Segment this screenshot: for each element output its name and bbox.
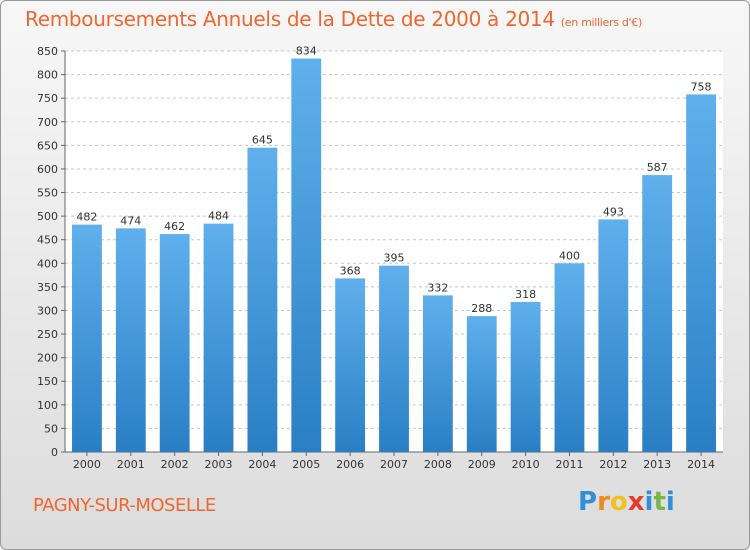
x-tick-label: 2009 (468, 458, 496, 471)
x-tick-label: 2008 (424, 458, 452, 471)
x-tick-label: 2013 (643, 458, 671, 471)
proxiti-logo: Proxiti (578, 487, 675, 517)
y-tick-label: 600 (37, 163, 58, 176)
x-tick-label: 2004 (248, 458, 276, 471)
y-tick-label: 750 (37, 92, 58, 105)
data-label: 318 (515, 288, 536, 301)
x-tick-label: 2010 (512, 458, 540, 471)
data-label: 332 (427, 281, 448, 294)
logo-letter: P (578, 487, 598, 517)
x-tick-label: 2001 (117, 458, 145, 471)
bar (422, 295, 453, 452)
bar (203, 223, 234, 452)
x-tick-label: 2005 (292, 458, 320, 471)
logo-letter: t (653, 487, 666, 517)
logo-letter: r (597, 487, 610, 517)
y-tick-label: 50 (44, 422, 58, 435)
chart-title: Remboursements Annuels de la Dette de 20… (25, 7, 642, 31)
data-label: 482 (76, 211, 97, 224)
y-tick-label: 250 (37, 328, 58, 341)
data-label: 645 (252, 134, 273, 147)
data-label: 484 (208, 210, 229, 223)
chart-title-text: Remboursements Annuels de la Dette de 20… (25, 7, 555, 31)
data-label: 462 (164, 220, 185, 233)
bar (686, 94, 716, 453)
y-tick-label: 850 (37, 45, 58, 58)
bar (335, 278, 366, 452)
y-tick-label: 650 (37, 139, 58, 152)
y-tick-label: 0 (51, 446, 58, 459)
bar (598, 219, 629, 452)
y-tick-label: 700 (37, 116, 58, 129)
bar (159, 234, 190, 452)
x-tick-label: 2011 (555, 458, 583, 471)
data-label: 758 (691, 80, 712, 93)
x-tick-label: 2000 (73, 458, 101, 471)
y-tick-label: 350 (37, 281, 58, 294)
x-tick-label: 2003 (205, 458, 233, 471)
x-tick-label: 2014 (687, 458, 715, 471)
data-label: 395 (384, 252, 405, 265)
logo-letter: o (609, 487, 628, 517)
y-tick-label: 800 (37, 69, 58, 82)
commune-name: PAGNY-SUR-MOSELLE (33, 495, 216, 516)
data-label: 493 (603, 205, 624, 218)
y-tick-label: 150 (37, 375, 58, 388)
bar (379, 265, 409, 452)
bar (72, 224, 102, 452)
y-tick-label: 300 (37, 304, 58, 317)
bar (466, 316, 497, 452)
x-tick-label: 2006 (336, 458, 364, 471)
logo-letter: x (627, 487, 645, 517)
logo-letter: i (665, 487, 675, 517)
bar (291, 58, 322, 452)
data-label: 587 (647, 161, 668, 174)
y-tick-label: 450 (37, 234, 58, 247)
x-tick-label: 2012 (599, 458, 627, 471)
chart-subtitle: (en milliers d'€) (560, 16, 642, 29)
bar (247, 147, 278, 452)
y-tick-label: 200 (37, 352, 58, 365)
logo-letter: i (644, 487, 654, 517)
data-label: 288 (471, 302, 492, 315)
data-label: 474 (120, 214, 141, 227)
y-tick-label: 500 (37, 210, 58, 223)
data-label: 400 (559, 249, 580, 262)
bar (510, 301, 541, 452)
bar (554, 263, 585, 452)
y-tick-label: 100 (37, 399, 58, 412)
bar (115, 228, 146, 452)
x-tick-label: 2007 (380, 458, 408, 471)
x-tick-label: 2002 (161, 458, 189, 471)
data-label: 368 (340, 264, 361, 277)
data-label: 834 (296, 45, 317, 58)
y-tick-label: 400 (37, 257, 58, 270)
bar (642, 175, 673, 453)
y-tick-label: 550 (37, 187, 58, 200)
